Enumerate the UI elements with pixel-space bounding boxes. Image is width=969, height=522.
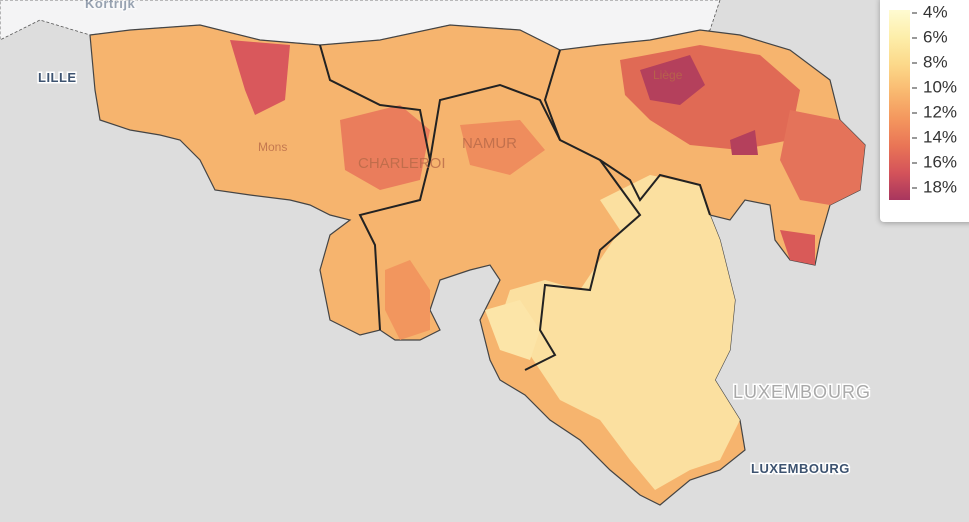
city-label: CHARLEROI	[358, 155, 446, 172]
east-red	[780, 110, 865, 205]
mons-red	[230, 40, 290, 115]
city-label: LUXEMBOURG	[751, 461, 850, 476]
legend-tick-label: 14%	[923, 127, 957, 146]
province-border	[543, 49, 561, 141]
liege-core	[640, 55, 705, 105]
legend-tick-label: 8%	[923, 52, 948, 71]
city-label: Liège	[653, 68, 683, 82]
legend-tick-label: 12%	[923, 102, 957, 121]
city-label: LILLE	[38, 70, 77, 85]
verviers-dark	[730, 130, 758, 155]
province-border	[524, 159, 642, 371]
legend-svg: 4% 6% 8% 10% 12% 14% 16% 18%	[889, 2, 957, 200]
legend: 4% 6% 8% 10% 12% 14% 16% 18%	[880, 0, 969, 222]
southeast-red	[780, 230, 815, 265]
legend-tick-label: 16%	[923, 152, 957, 171]
city-label: Kortrijk	[85, 0, 136, 11]
country-label: LUXEMBOURG	[733, 382, 871, 402]
namur-orange	[460, 120, 545, 175]
legend-tick-label: 4%	[923, 2, 948, 21]
light-south	[500, 175, 740, 490]
city-label: Mons	[258, 140, 287, 154]
charleroi-red	[340, 105, 430, 190]
orange-southwest	[385, 260, 430, 340]
legend-tick-label: 18%	[923, 177, 957, 196]
light-west	[485, 300, 540, 360]
legend-tick-label: 10%	[923, 77, 957, 96]
city-label: NAMUR	[462, 135, 517, 152]
color-bar	[889, 10, 910, 200]
legend-tick-label: 6%	[923, 27, 948, 46]
